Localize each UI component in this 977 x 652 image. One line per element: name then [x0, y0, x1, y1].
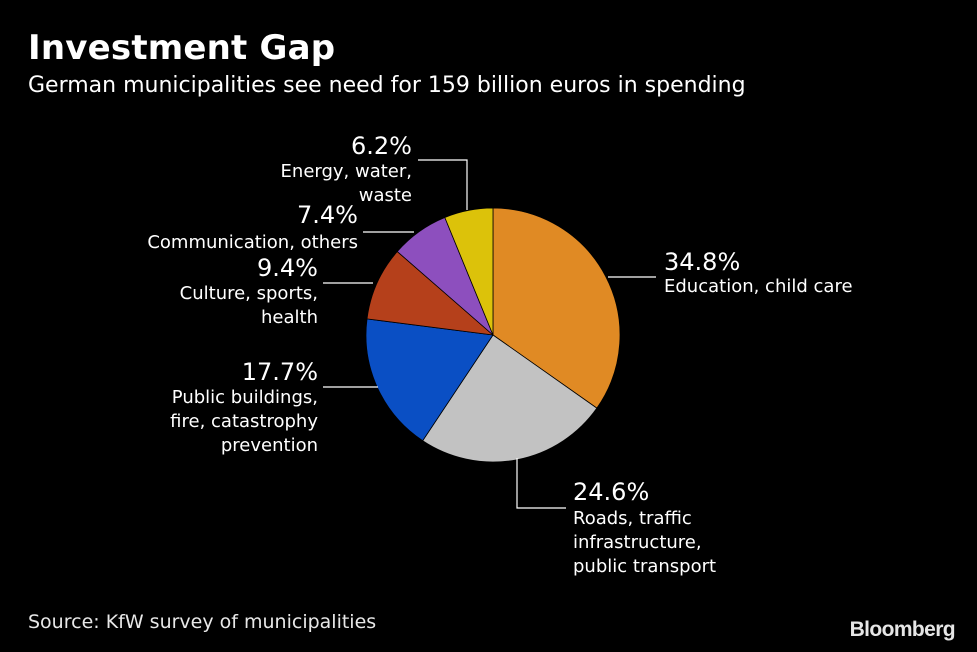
pie-slice — [422, 334, 598, 463]
slice-category-label: Education, child care — [664, 276, 853, 297]
slice-percent-label: 6.2% — [351, 132, 412, 160]
slice-percent-label: 24.6% — [573, 478, 649, 506]
slice-category-label: infrastructure, — [573, 532, 702, 553]
leader-line — [516, 458, 566, 509]
slice-category-label: Public buildings, — [172, 387, 318, 408]
slice-category-label: Communication, others — [147, 232, 358, 253]
slice-percent-label: 9.4% — [257, 254, 318, 282]
pie-slice — [492, 207, 621, 409]
slice-percent-label: 7.4% — [297, 201, 358, 229]
slice-percent-label: 34.8% — [664, 248, 740, 276]
slice-percent-label: 17.7% — [242, 358, 318, 386]
pie-slice — [365, 318, 494, 442]
slice-category-label: public transport — [573, 556, 716, 577]
source-note: Source: KfW survey of municipalities — [28, 611, 377, 633]
leader-line — [418, 159, 468, 210]
slice-category-label: waste — [359, 185, 412, 206]
bloomberg-logo: Bloomberg — [849, 618, 956, 641]
slice-category-label: Culture, sports, — [180, 283, 318, 304]
pie-slice — [444, 207, 494, 336]
slice-category-label: Roads, traffic — [573, 508, 692, 529]
chart-subtitle: German municipalities see need for 159 b… — [28, 73, 746, 98]
slice-category-label: prevention — [221, 435, 318, 456]
slice-category-label: health — [261, 307, 318, 328]
slice-category-label: fire, catastrophy — [170, 411, 318, 432]
slice-category-label: Energy, water, — [281, 161, 412, 182]
chart-title: Investment Gap — [28, 28, 336, 68]
